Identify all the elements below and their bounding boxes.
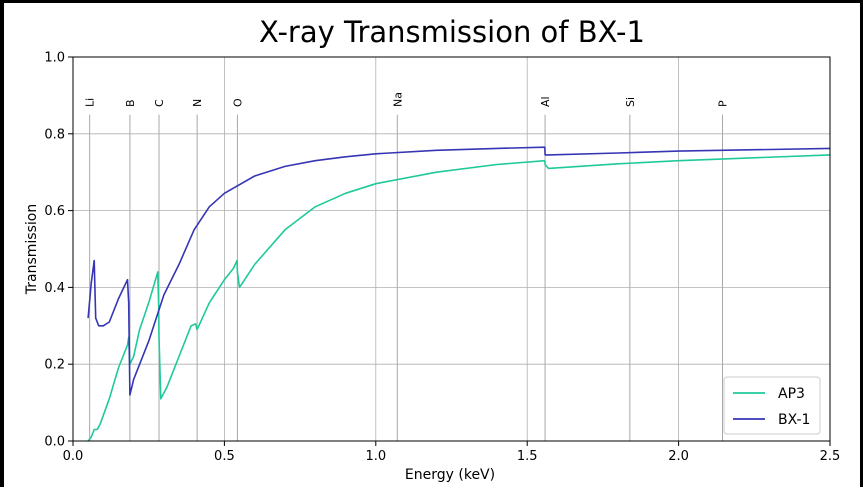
outer-border-right (860, 0, 863, 487)
series-lines (87, 146, 831, 442)
outer-border-left (0, 0, 4, 487)
edge-label-B: B (124, 99, 137, 107)
tick-marks: 0.0 0.5 1.0 1.5 2.0 2.5 0.0 0.2 0.4 0.6 0.8 1.0 (44, 51, 840, 465)
chart-title: X-ray Transmission of BX-1 (259, 15, 645, 49)
plot-area (72, 56, 831, 442)
y-tick-label-0: 0.0 (44, 435, 65, 450)
edge-label-N: N (191, 99, 204, 107)
edge-label-Li: Li (84, 98, 97, 107)
x-tick-label-4: 2.0 (668, 449, 689, 464)
edge-label-Si: Si (624, 97, 637, 107)
legend-label-ap3: AP3 (778, 386, 805, 402)
x-tick-label-1: 0.5 (214, 449, 235, 464)
series-line-bx-1 (87, 146, 831, 396)
x-axis-label: Energy (keV) (405, 467, 495, 483)
legend: AP3 BX-1 (723, 376, 821, 435)
x-tick-label-2: 1.0 (365, 449, 386, 464)
edge-label-C: C (153, 99, 166, 107)
x-tick-label-0: 0.0 (63, 449, 84, 464)
y-tick-label-1: 0.2 (44, 358, 65, 373)
y-tick-label-5: 1.0 (44, 51, 65, 66)
y-tick-label-3: 0.6 (44, 204, 65, 219)
edge-labels: Li B C N O Na Al Si P (84, 92, 730, 107)
legend-label-bx-1: BX-1 (778, 412, 810, 428)
y-tick-label-2: 0.4 (44, 281, 65, 296)
edge-label-Al: Al (539, 96, 552, 107)
x-tick-label-5: 2.5 (820, 449, 841, 464)
edge-label-O: O (231, 98, 244, 107)
outer-border-top (0, 0, 863, 3)
y-tick-label-4: 0.8 (44, 127, 65, 142)
series-line-ap3 (87, 154, 831, 442)
y-axis-label: Transmission (24, 204, 40, 295)
x-tick-label-3: 1.5 (517, 449, 538, 464)
edge-label-P: P (717, 100, 730, 107)
edge-label-Na: Na (391, 92, 404, 107)
